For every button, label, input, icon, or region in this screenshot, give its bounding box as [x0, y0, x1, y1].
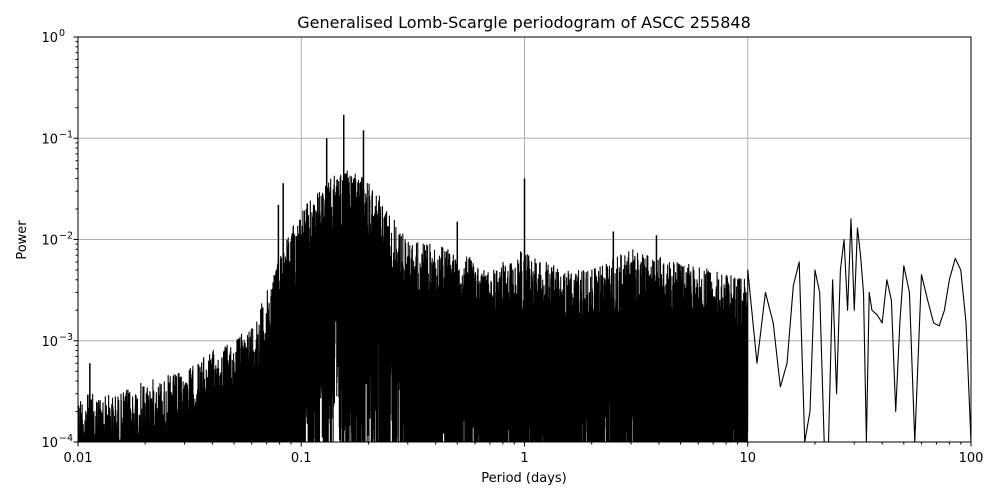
y-tick-exponent: 0 [59, 28, 65, 39]
y-tick-exponent: −1 [59, 129, 73, 140]
y-axis-label: Power [15, 220, 30, 260]
x-tick-label: 10 [739, 451, 756, 466]
y-tick-label: 10 [41, 234, 58, 249]
y-tick-exponent: −4 [59, 433, 73, 444]
y-tick-label: 10 [41, 436, 58, 451]
y-tick-label: 10 [41, 31, 58, 46]
y-tick-exponent: −3 [59, 332, 73, 343]
x-tick-label: 1 [520, 451, 528, 466]
x-tick-label: 100 [959, 451, 984, 466]
x-tick-labels: 0.01 0.1 1 10 100 [64, 451, 984, 466]
y-tick-label: 10 [41, 335, 58, 350]
y-tick-exponent: −2 [59, 231, 73, 242]
x-tick-label: 0.1 [291, 451, 312, 466]
y-tick-label: 10 [41, 132, 58, 147]
periodogram-spectrum [77, 114, 972, 443]
x-axis-label: Period (days) [481, 471, 567, 486]
x-tick-label: 0.01 [64, 451, 93, 466]
chart-title: Generalised Lomb-Scargle periodogram of … [297, 13, 751, 32]
axis-ticks [73, 36, 972, 447]
